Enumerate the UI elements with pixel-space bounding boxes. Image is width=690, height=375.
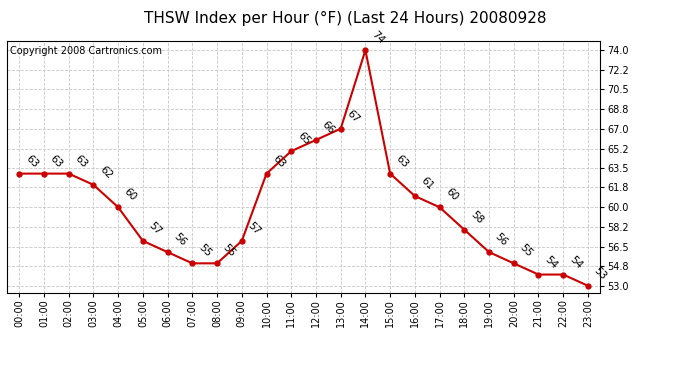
Text: 62: 62 [97,164,114,181]
Text: 74: 74 [370,30,386,46]
Text: 63: 63 [23,153,40,170]
Text: 63: 63 [73,153,89,170]
Text: 55: 55 [221,243,237,259]
Text: 56: 56 [172,231,188,248]
Text: 54: 54 [542,254,559,270]
Text: 65: 65 [295,130,312,147]
Text: 61: 61 [419,176,435,192]
Text: THSW Index per Hour (°F) (Last 24 Hours) 20080928: THSW Index per Hour (°F) (Last 24 Hours)… [144,11,546,26]
Text: 63: 63 [48,153,65,170]
Text: 63: 63 [394,153,411,170]
Text: 60: 60 [122,187,139,203]
Text: Copyright 2008 Cartronics.com: Copyright 2008 Cartronics.com [10,46,162,56]
Text: 63: 63 [270,153,287,170]
Text: 55: 55 [197,243,213,259]
Text: 53: 53 [592,265,609,282]
Text: 60: 60 [444,187,460,203]
Text: 56: 56 [493,231,510,248]
Text: 58: 58 [469,209,485,225]
Text: 55: 55 [518,243,534,259]
Text: 66: 66 [320,119,337,136]
Text: 57: 57 [246,220,262,237]
Text: 54: 54 [567,254,584,270]
Text: 67: 67 [345,108,362,124]
Text: 57: 57 [147,220,164,237]
